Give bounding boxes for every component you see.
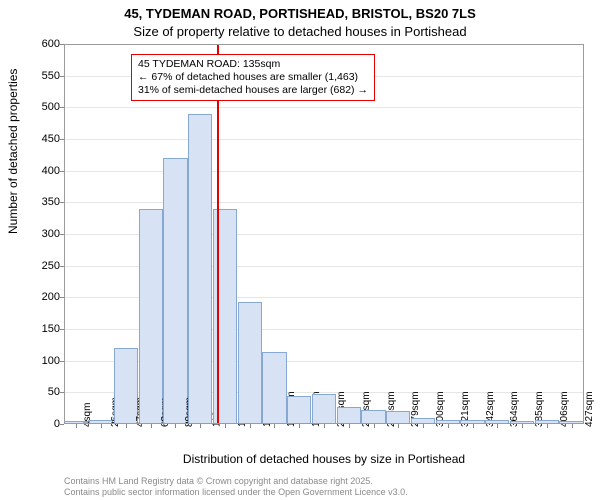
x-tick-mark	[151, 424, 152, 428]
y-tick-label: 450	[42, 133, 60, 145]
credits-line: Contains public sector information licen…	[64, 487, 584, 498]
bar	[312, 394, 336, 424]
x-tick-mark	[324, 424, 325, 428]
y-tick-mark	[60, 297, 64, 298]
y-tick-mark	[60, 139, 64, 140]
bar	[386, 411, 410, 424]
bar	[287, 396, 311, 424]
bar	[139, 209, 163, 424]
credits: Contains HM Land Registry data © Crown c…	[64, 476, 584, 498]
annotation-line: 31% of semi-detached houses are larger (…	[138, 84, 368, 97]
x-tick-mark	[497, 424, 498, 428]
y-tick-mark	[60, 424, 64, 425]
gridline	[64, 202, 584, 203]
y-tick-label: 100	[42, 355, 60, 367]
y-tick-mark	[60, 266, 64, 267]
y-tick-label: 200	[42, 291, 60, 303]
title-line-2: Size of property relative to detached ho…	[0, 24, 600, 39]
bar	[361, 410, 385, 424]
gridline	[64, 139, 584, 140]
bar	[238, 302, 262, 424]
y-tick-mark	[60, 171, 64, 172]
x-tick-mark	[200, 424, 201, 428]
y-axis-label: Number of detached properties	[6, 69, 20, 234]
annotation-line: 45 TYDEMAN ROAD: 135sqm	[138, 58, 368, 71]
x-tick-mark	[448, 424, 449, 428]
y-tick-mark	[60, 76, 64, 77]
y-tick-label: 0	[54, 418, 60, 430]
y-tick-mark	[60, 44, 64, 45]
y-tick-label: 550	[42, 70, 60, 82]
x-tick-label: 427sqm	[583, 391, 594, 427]
annotation-box: 45 TYDEMAN ROAD: 135sqm ← 67% of detache…	[131, 54, 375, 101]
title-line-1: 45, TYDEMAN ROAD, PORTISHEAD, BRISTOL, B…	[0, 6, 600, 21]
bar	[188, 114, 212, 424]
y-tick-label: 400	[42, 165, 60, 177]
y-tick-label: 300	[42, 228, 60, 240]
y-tick-mark	[60, 107, 64, 108]
bar	[262, 352, 286, 424]
gridline	[64, 107, 584, 108]
y-tick-label: 150	[42, 323, 60, 335]
x-tick-mark	[299, 424, 300, 428]
y-tick-mark	[60, 234, 64, 235]
x-tick-mark	[250, 424, 251, 428]
x-axis-label: Distribution of detached houses by size …	[64, 452, 584, 466]
x-tick-mark	[76, 424, 77, 428]
x-tick-mark	[126, 424, 127, 428]
x-tick-mark	[225, 424, 226, 428]
y-tick-mark	[60, 392, 64, 393]
plot-area: 0501001502002503003504004505005506004sqm…	[64, 44, 584, 424]
chart-container: 45, TYDEMAN ROAD, PORTISHEAD, BRISTOL, B…	[0, 0, 600, 500]
x-tick-mark	[374, 424, 375, 428]
bar	[337, 407, 361, 424]
gridline	[64, 171, 584, 172]
credits-line: Contains HM Land Registry data © Crown c…	[64, 476, 584, 487]
x-tick-mark	[101, 424, 102, 428]
y-tick-label: 600	[42, 38, 60, 50]
x-tick-mark	[175, 424, 176, 428]
y-tick-mark	[60, 361, 64, 362]
annotation-line: ← 67% of detached houses are smaller (1,…	[138, 71, 368, 84]
y-tick-mark	[60, 202, 64, 203]
bar	[163, 158, 187, 424]
y-tick-mark	[60, 329, 64, 330]
x-tick-mark	[572, 424, 573, 428]
y-tick-label: 50	[48, 386, 60, 398]
y-tick-label: 350	[42, 196, 60, 208]
x-tick-mark	[274, 424, 275, 428]
x-tick-mark	[398, 424, 399, 428]
x-tick-mark	[547, 424, 548, 428]
x-tick-mark	[522, 424, 523, 428]
x-tick-mark	[349, 424, 350, 428]
gridline	[64, 44, 584, 45]
x-tick-mark	[423, 424, 424, 428]
y-tick-label: 500	[42, 101, 60, 113]
y-tick-label: 250	[42, 260, 60, 272]
x-tick-mark	[473, 424, 474, 428]
